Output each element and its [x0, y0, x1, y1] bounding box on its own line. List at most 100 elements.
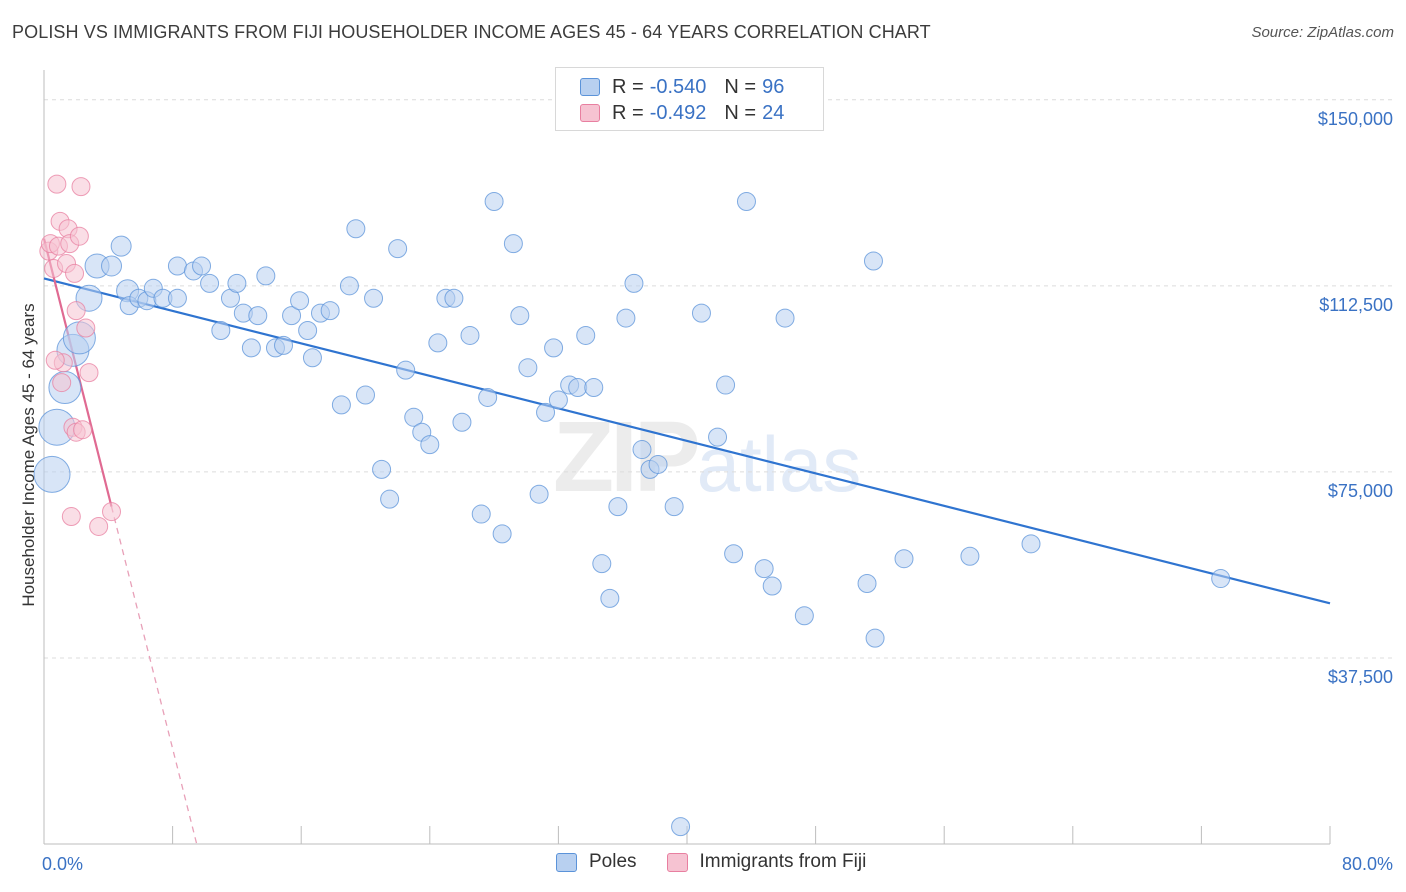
trend-lines: [42, 238, 1331, 845]
point-poles-90: [960, 546, 980, 566]
point-poles-0: [33, 455, 71, 493]
point-poles-18: [192, 256, 212, 276]
series-label-poles: Poles: [589, 851, 637, 872]
point-poles-24: [241, 338, 261, 358]
point-poles-76: [671, 817, 691, 837]
point-poles-36: [339, 276, 359, 296]
legend-row-fiji: R = -0.492 N = 24: [580, 100, 784, 126]
point-poles-91: [1021, 534, 1041, 554]
point-poles-88: [865, 628, 885, 648]
series-swatch-fiji: [666, 852, 688, 872]
point-poles-50: [452, 412, 472, 432]
point-poles-92: [1211, 569, 1231, 589]
point-poles-15: [167, 288, 187, 308]
legend-swatch-fiji: [580, 104, 600, 122]
legend-row-poles: R = -0.540 N = 96: [580, 74, 784, 100]
point-poles-59: [529, 484, 549, 504]
point-poles-41: [380, 489, 400, 509]
y-tick-label-2: $112,500: [1319, 295, 1393, 315]
y-tick-label-0: $37,500: [1328, 667, 1393, 687]
point-poles-35: [331, 395, 351, 415]
point-poles-43: [396, 360, 416, 380]
y-tick-label-3: $150,000: [1318, 109, 1393, 129]
point-poles-55: [492, 524, 512, 544]
trend-line-poles: [43, 277, 1331, 605]
point-poles-77: [691, 303, 711, 323]
point-poles-37: [346, 219, 366, 239]
point-poles-16: [167, 256, 187, 276]
x-tick-label-0: 0.0%: [42, 854, 83, 874]
point-poles-61: [544, 338, 564, 358]
point-poles-26: [256, 266, 276, 286]
trend-line-fiji-extension: [110, 506, 198, 845]
legend-swatch-poles: [580, 78, 600, 96]
point-poles-47: [428, 333, 448, 353]
point-poles-65: [576, 325, 596, 345]
point-fiji-10: [61, 507, 81, 527]
axes: [43, 70, 1331, 845]
point-fiji-3: [47, 174, 67, 194]
point-fiji-12: [66, 301, 86, 321]
legend-n-value-fiji: 24: [762, 101, 785, 124]
point-poles-79: [716, 375, 736, 395]
point-poles-74: [648, 454, 668, 474]
legend-n-label: N =: [724, 75, 757, 98]
point-poles-32: [302, 348, 322, 368]
point-poles-22: [227, 273, 247, 293]
legend-r-value-fiji: -0.492: [649, 101, 707, 124]
point-poles-40: [372, 459, 392, 479]
point-poles-19: [200, 273, 220, 293]
point-poles-71: [624, 273, 644, 293]
point-fiji-14: [71, 177, 91, 197]
point-poles-83: [762, 576, 782, 596]
point-poles-72: [632, 440, 652, 460]
point-poles-57: [510, 306, 530, 326]
point-poles-7: [101, 255, 123, 277]
point-poles-75: [664, 497, 684, 517]
point-fiji-20: [89, 516, 109, 536]
legend-r-label: R =: [612, 101, 644, 124]
point-poles-25: [248, 306, 268, 326]
point-poles-51: [460, 325, 480, 345]
point-poles-78: [708, 427, 728, 447]
point-fiji-15: [76, 318, 96, 338]
point-poles-64: [568, 378, 588, 398]
legend-r-label: R =: [612, 75, 644, 98]
chart-title: POLISH VS IMMIGRANTS FROM FIJI HOUSEHOLD…: [12, 22, 931, 42]
series-swatch-poles: [556, 852, 577, 872]
point-poles-29: [282, 306, 302, 326]
point-poles-70: [616, 308, 636, 328]
point-poles-87: [863, 251, 883, 271]
point-poles-69: [608, 497, 628, 517]
point-poles-44: [404, 407, 424, 427]
legend-n-value-poles: 96: [762, 75, 785, 98]
point-fiji-23: [52, 373, 72, 393]
point-poles-82: [754, 559, 774, 579]
point-poles-84: [775, 308, 795, 328]
point-poles-56: [503, 234, 523, 254]
point-poles-20: [211, 320, 231, 340]
watermark-zip: ZIP: [553, 401, 701, 513]
legend-r-value-poles: -0.540: [649, 75, 707, 98]
point-poles-8: [110, 235, 132, 257]
data-points: [33, 174, 1231, 837]
point-poles-31: [298, 320, 318, 340]
point-poles-62: [548, 390, 568, 410]
point-poles-58: [518, 358, 538, 378]
trend-line-fiji: [42, 238, 113, 507]
source-credit: Source: ZipAtlas.com: [1251, 24, 1394, 41]
point-poles-66: [584, 378, 604, 398]
legend-n-label: N =: [724, 101, 757, 124]
point-poles-68: [600, 588, 620, 608]
point-poles-34: [320, 301, 340, 321]
point-poles-39: [364, 288, 384, 308]
point-fiji-21: [102, 502, 122, 522]
x-tick-label-1: 80.0%: [1342, 854, 1393, 874]
point-fiji-16: [79, 363, 99, 383]
point-poles-46: [420, 435, 440, 455]
point-poles-49: [444, 288, 464, 308]
y-axis-label: Householder Income Ages 45 - 64 years: [19, 303, 38, 606]
point-poles-85: [794, 606, 814, 626]
point-poles-67: [592, 554, 612, 574]
